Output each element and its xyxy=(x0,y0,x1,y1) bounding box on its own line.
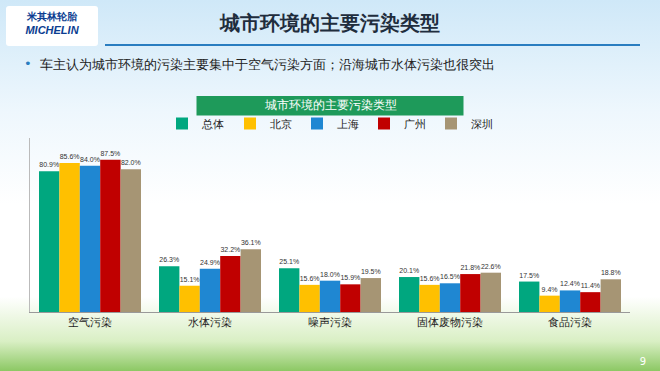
html-text:MICHELIN: MICHELIN xyxy=(25,24,79,36)
svg-text:15.6%: 15.6% xyxy=(420,275,440,282)
svg-text:84.0%: 84.0% xyxy=(80,156,100,163)
svg-text:食品污染: 食品污染 xyxy=(548,316,592,329)
html-text:车主认为城市环境的污染主要集中于空气污染方面；沿海城市水体污: 车主认为城市环境的污染主要集中于空气污染方面；沿海城市水体污染也很突出 xyxy=(40,57,495,72)
svg-text:22.6%: 22.6% xyxy=(481,263,501,270)
svg-text:15.1%: 15.1% xyxy=(180,276,200,283)
svg-text:36.1%: 36.1% xyxy=(241,239,261,246)
svg-text:85.6%: 85.6% xyxy=(60,153,80,160)
svg-text:深圳: 深圳 xyxy=(471,118,493,131)
svg-text:21.8%: 21.8% xyxy=(460,264,480,271)
html-text:9: 9 xyxy=(639,356,646,367)
svg-text:固体废物污染: 固体废物污染 xyxy=(417,316,483,329)
svg-text:32.2%: 32.2% xyxy=(220,246,240,253)
svg-text:北京: 北京 xyxy=(270,118,292,131)
svg-text:11.4%: 11.4% xyxy=(581,282,600,289)
svg-text:24.9%: 24.9% xyxy=(200,259,220,266)
svg-text:水体污染: 水体污染 xyxy=(188,316,232,329)
svg-text:18.0%: 18.0% xyxy=(320,271,340,278)
svg-text:9.4%: 9.4% xyxy=(542,286,558,293)
svg-text:80.9%: 80.9% xyxy=(39,161,59,168)
html-text:城市环境的主要污染类型: 城市环境的主要污染类型 xyxy=(220,11,440,35)
svg-text:空气污染: 空气污染 xyxy=(68,316,112,329)
svg-text:广州: 广州 xyxy=(404,118,426,131)
svg-text:16.5%: 16.5% xyxy=(440,273,460,280)
svg-text:25.1%: 25.1% xyxy=(279,258,299,265)
svg-text:82.0%: 82.0% xyxy=(121,159,141,166)
svg-text:19.5%: 19.5% xyxy=(361,268,381,275)
svg-text:15.6%: 15.6% xyxy=(300,275,320,282)
svg-text:15.9%: 15.9% xyxy=(340,274,360,281)
svg-text:17.5%: 17.5% xyxy=(519,272,539,279)
svg-text:上海: 上海 xyxy=(337,118,359,131)
svg-text:噪声污染: 噪声污染 xyxy=(308,316,352,329)
svg-text:20.1%: 20.1% xyxy=(399,267,419,274)
svg-text:城市环境的主要污染类型: 城市环境的主要污染类型 xyxy=(264,98,397,112)
svg-text:26.3%: 26.3% xyxy=(159,256,179,263)
svg-text:87.5%: 87.5% xyxy=(100,150,120,157)
svg-text:总体: 总体 xyxy=(201,118,224,131)
svg-text:18.8%: 18.8% xyxy=(601,269,621,276)
html-text:米其林轮胎: 米其林轮胎 xyxy=(27,11,77,22)
svg-text:12.4%: 12.4% xyxy=(560,280,580,287)
